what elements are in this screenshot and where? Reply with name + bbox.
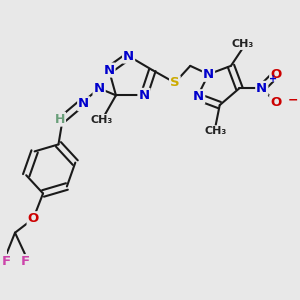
Text: N: N [94,82,105,95]
Text: N: N [138,89,150,102]
Text: F: F [2,255,11,268]
Text: O: O [28,212,39,225]
Text: CH₃: CH₃ [204,126,226,136]
Text: N: N [193,90,204,103]
Text: CH₃: CH₃ [91,115,113,125]
Text: −: − [288,94,298,107]
Text: H: H [55,113,65,126]
Text: N: N [123,50,134,63]
Text: N: N [78,97,89,110]
Text: N: N [203,68,214,81]
Text: S: S [170,76,180,89]
Text: N: N [103,64,115,76]
Text: +: + [269,74,277,84]
Text: O: O [270,96,281,109]
Text: F: F [20,255,29,268]
Text: CH₃: CH₃ [231,39,253,49]
Text: O: O [270,68,281,81]
Text: N: N [256,82,267,95]
